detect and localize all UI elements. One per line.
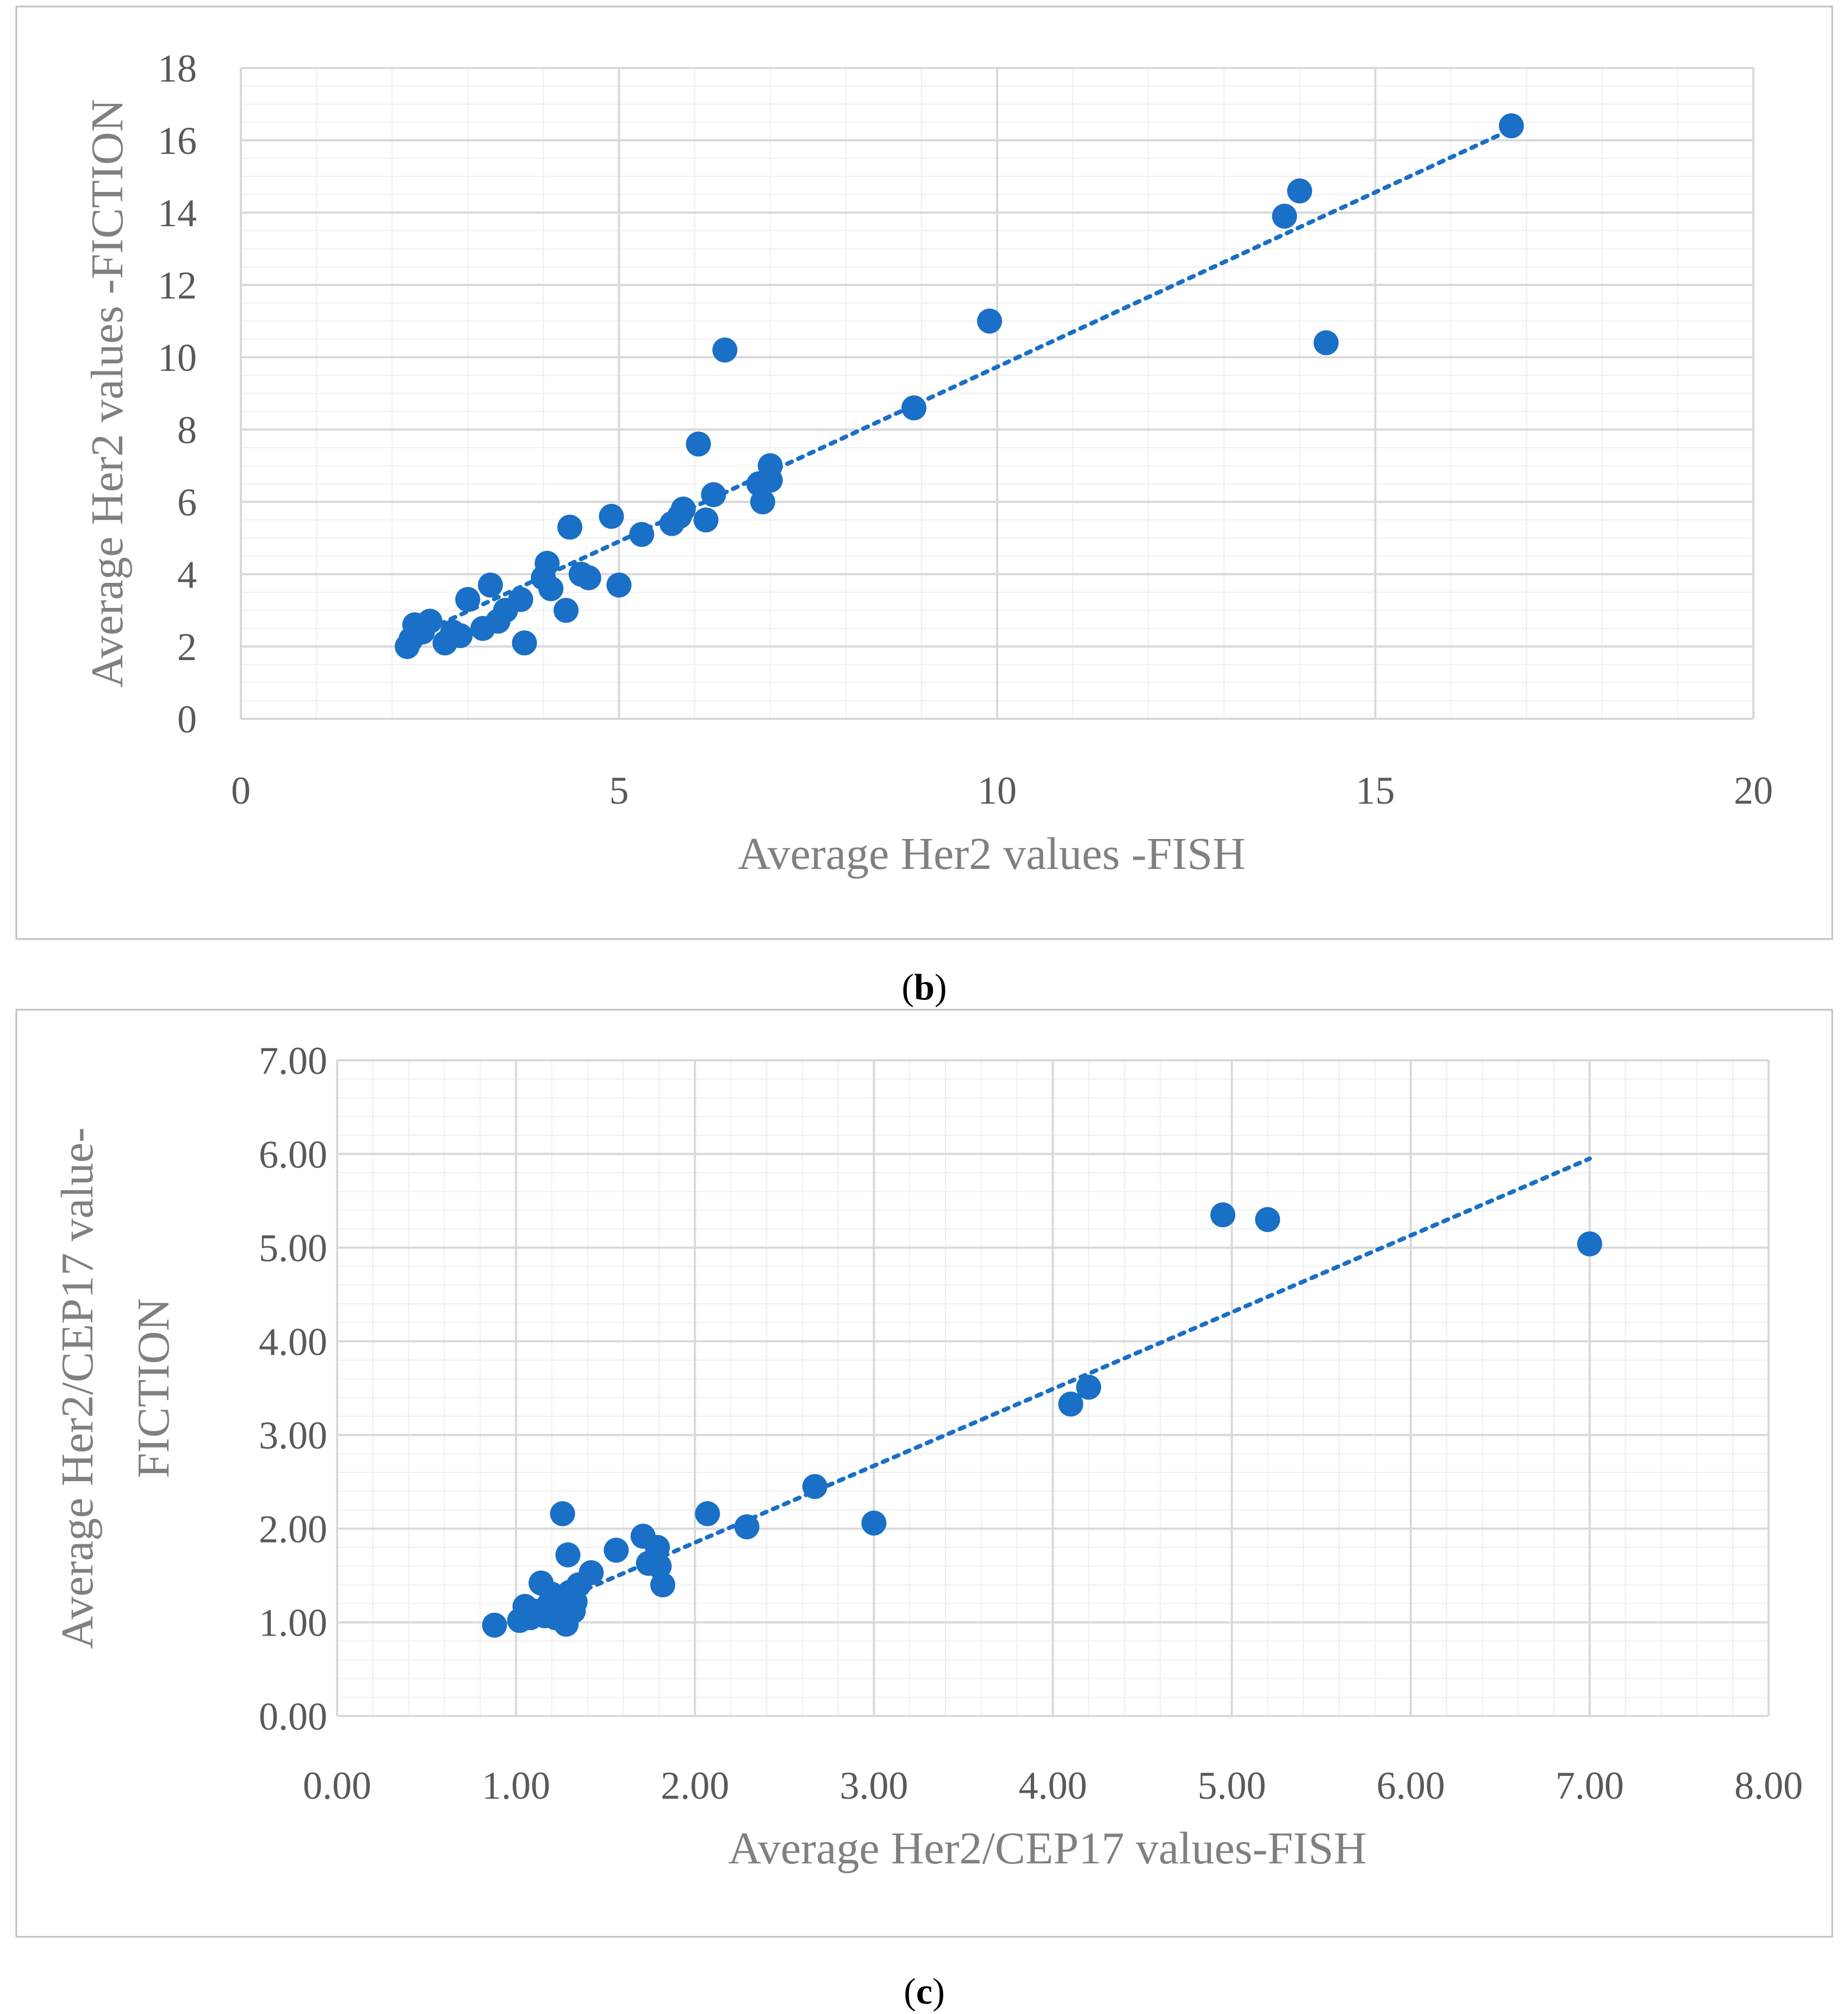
data-point [861, 1510, 887, 1536]
y-axis-title-line: FICTION [128, 1298, 179, 1478]
data-point [417, 608, 443, 634]
data-point [606, 572, 632, 598]
panel-c-frame [15, 1009, 1833, 1938]
x-tick-label: 20 [1734, 769, 1773, 812]
data-point [734, 1514, 760, 1539]
data-point [1498, 113, 1524, 139]
data-point [599, 503, 624, 529]
x-axis-title: Average Her2/CEP17 values-FISH [728, 1823, 1366, 1874]
y-tick-label: 0 [177, 698, 197, 741]
data-point [447, 623, 473, 649]
data-point [1058, 1391, 1084, 1417]
data-point [650, 1572, 676, 1597]
y-tick-label: 3.00 [259, 1414, 327, 1457]
data-point [1577, 1231, 1602, 1257]
data-point [1255, 1207, 1280, 1232]
x-tick-label: 0 [231, 769, 251, 812]
y-tick-label: 6 [177, 481, 197, 524]
y-tick-label: 16 [158, 119, 197, 163]
x-axis-title: Average Her2 values -FISH [738, 829, 1246, 879]
trendline [496, 1156, 1592, 1630]
data-point [534, 551, 560, 576]
y-tick-label: 5.00 [259, 1227, 327, 1270]
data-point [576, 565, 601, 590]
data-point [1314, 330, 1339, 356]
data-point [646, 1553, 672, 1579]
x-tick-label: 1.00 [482, 1764, 550, 1807]
panel-b-label: (b) [901, 966, 947, 1008]
data-point [578, 1560, 604, 1586]
data-point [550, 1501, 575, 1526]
y-tick-label: 6.00 [259, 1133, 327, 1176]
x-tick-label: 8.00 [1734, 1764, 1803, 1807]
x-tick-label: 6.00 [1377, 1764, 1445, 1807]
chart-panel-c: 0.00 1.00 2.00 3.00 4.00 5.00 6.00 7.00 8.00 0.00… [52, 1039, 1803, 1874]
x-tick-label: 7.00 [1555, 1764, 1624, 1807]
data-point [686, 431, 711, 457]
x-tick-label: 15 [1356, 769, 1395, 812]
y-tick-label: 7.00 [259, 1039, 327, 1083]
y-tick-label: 4 [177, 553, 197, 596]
y-tick-label: 10 [158, 336, 197, 380]
y-axis-title: Average Her2 values -FICTION [82, 99, 133, 688]
data-point [538, 576, 564, 601]
data-point [901, 395, 926, 421]
y-tick-label: 1.00 [259, 1601, 327, 1645]
y-tick-label: 12 [158, 264, 197, 307]
y-tick-label: 18 [158, 47, 197, 90]
data-point [802, 1474, 827, 1499]
x-tick-label: 5.00 [1198, 1764, 1266, 1807]
data-point [977, 308, 1003, 334]
data-point [629, 521, 655, 547]
data-point [512, 630, 537, 656]
data-point [1272, 203, 1297, 229]
x-tick-label: 0.00 [303, 1764, 371, 1807]
y-axis-title-line: Average Her2/CEP17 value- [52, 1127, 103, 1649]
data-point [455, 587, 481, 612]
y-axis-title: Average Her2/CEP17 value- FICTION [52, 1127, 179, 1649]
data-point [508, 587, 533, 612]
panel-b-frame [15, 5, 1833, 940]
data-point [1287, 178, 1312, 204]
trendline [405, 127, 1514, 642]
data-point [557, 514, 583, 540]
data-point [750, 489, 775, 514]
data-point [603, 1538, 629, 1563]
data-point [695, 1501, 720, 1526]
data-point [553, 598, 579, 623]
y-tick-label: 8 [177, 408, 197, 452]
data-point [712, 337, 738, 363]
data-point [1076, 1375, 1102, 1400]
chart-panel-b: 0 5 10 15 20 0 2 4 6 8 10 12 14 16 18 Average Her2 valu… [82, 47, 1773, 879]
data-point [482, 1612, 507, 1638]
y-tick-label: 0.00 [259, 1695, 327, 1738]
x-tick-label: 4.00 [1019, 1764, 1087, 1807]
panel-c-label: (c) [904, 1971, 945, 2011]
data-point [555, 1542, 581, 1568]
y-tick-label: 2 [177, 625, 197, 669]
data-point [757, 453, 783, 478]
x-tick-label: 5 [609, 769, 629, 812]
y-tick-label: 2.00 [259, 1507, 327, 1551]
data-point [645, 1534, 670, 1560]
data-point [693, 507, 719, 533]
x-tick-label: 3.00 [839, 1764, 908, 1807]
data-point [1210, 1202, 1236, 1228]
y-tick-label: 4.00 [259, 1320, 327, 1364]
data-point [670, 496, 696, 522]
y-tick-label: 14 [158, 191, 197, 235]
data-point [701, 482, 726, 507]
data-point [478, 572, 503, 598]
x-tick-label: 2.00 [661, 1764, 729, 1807]
x-tick-label: 10 [978, 769, 1017, 812]
